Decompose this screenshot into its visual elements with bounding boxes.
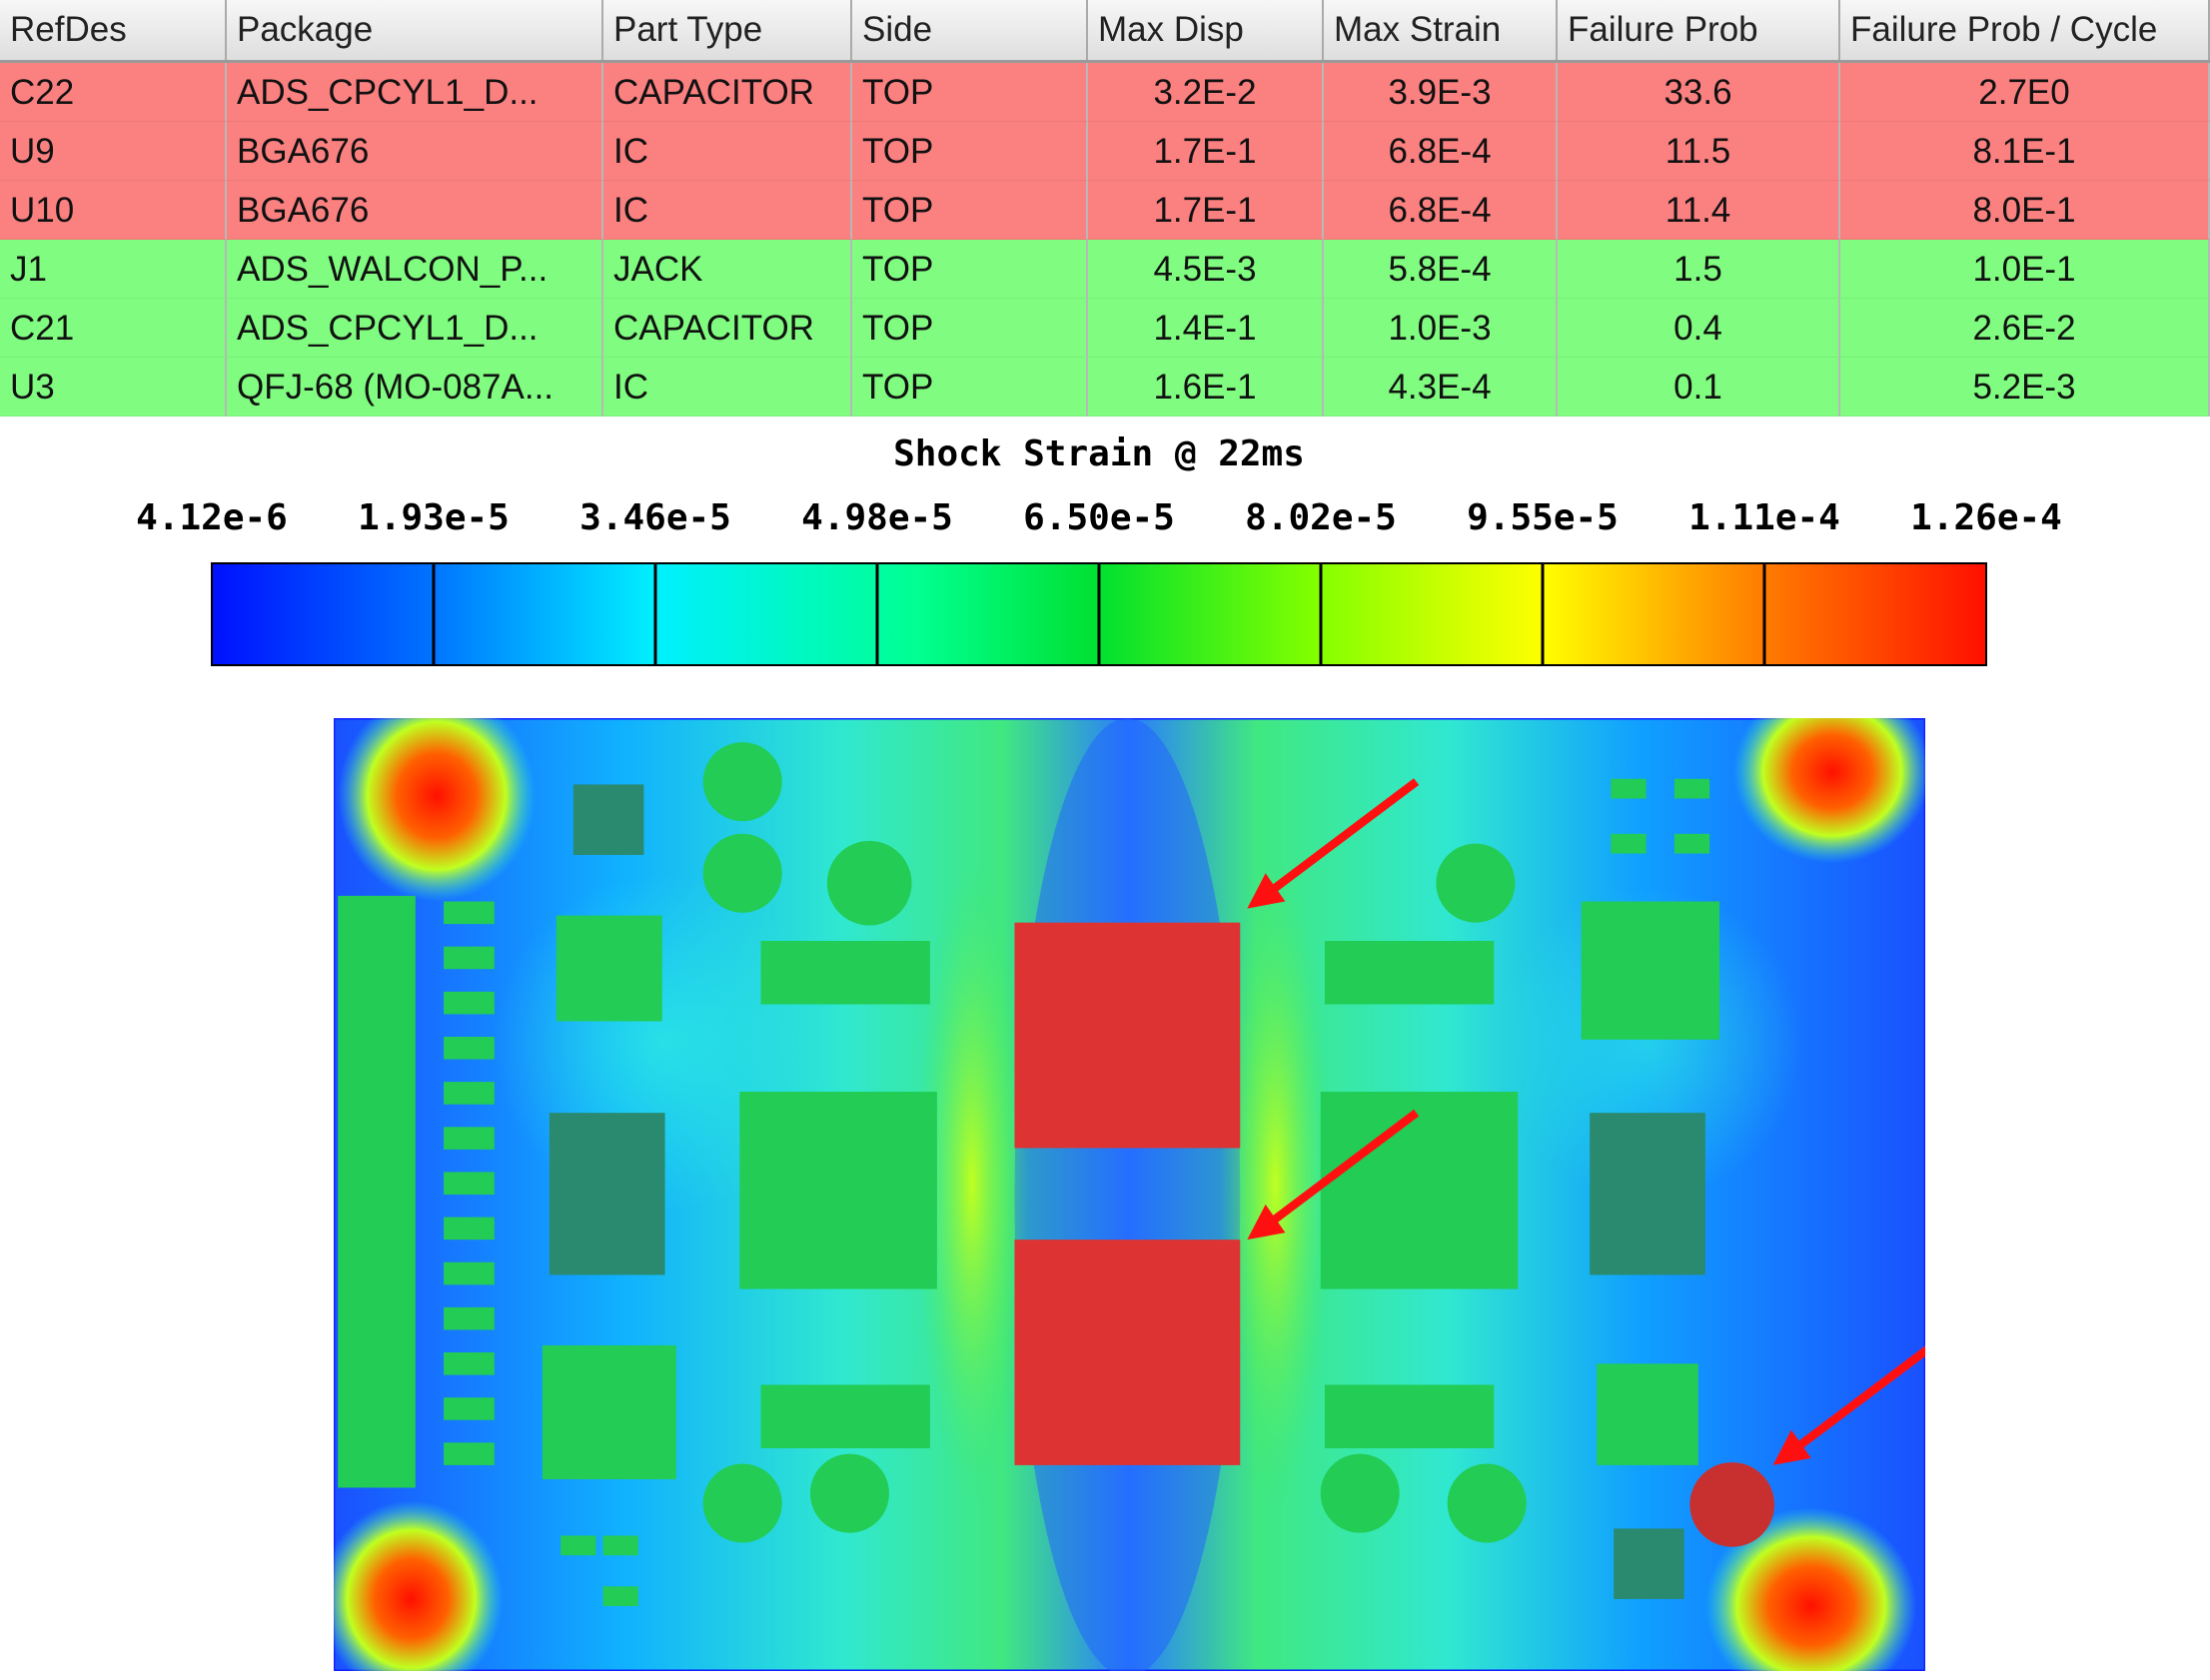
table-cell: 6.8E-4 <box>1324 181 1558 240</box>
table-row[interactable]: U9 BGA676 IC TOP 1.7E-1 6.8E-4 11.5 8.1E-1 <box>0 122 2210 181</box>
table-cell: 4.3E-4 <box>1324 358 1558 417</box>
table-cell: TOP <box>852 240 1088 299</box>
table-cell: 1.7E-1 <box>1088 181 1324 240</box>
legend-tick-label: 6.50e-5 <box>1023 497 1175 538</box>
legend-tick-label: 1.93e-5 <box>358 497 510 538</box>
legend-tick-label: 1.11e-4 <box>1688 497 1840 538</box>
legend-tick-label: 1.26e-4 <box>1910 497 2062 538</box>
legend-tick-label: 4.98e-5 <box>801 497 953 538</box>
table-cell: C22 <box>0 63 227 122</box>
table-cell: QFJ-68 (MO-087A... <box>227 358 603 417</box>
column-header[interactable]: Failure Prob / Cycle <box>1840 0 2210 60</box>
table-cell: U9 <box>0 122 227 181</box>
table-cell: 1.6E-1 <box>1088 358 1324 417</box>
arrows <box>1247 778 1925 1465</box>
table-cell: IC <box>603 122 852 181</box>
column-header[interactable]: Package <box>227 0 603 60</box>
table-cell: BGA676 <box>227 122 603 181</box>
table-cell: C21 <box>0 299 227 358</box>
table-cell: 1.0E-1 <box>1840 240 2210 299</box>
results-table: RefDes Package Part Type Side Max Disp Max St… <box>0 0 2210 417</box>
components <box>338 742 1719 1607</box>
table-cell: IC <box>603 358 852 417</box>
table-cell: 3.2E-2 <box>1088 63 1324 122</box>
table-cell: 0.4 <box>1558 299 1840 358</box>
table-cell: BGA676 <box>227 181 603 240</box>
strain-map <box>334 718 1925 1671</box>
table-row[interactable]: U10 BGA676 IC TOP 1.7E-1 6.8E-4 11.4 8.0E-1 <box>0 181 2210 240</box>
table-cell: 6.8E-4 <box>1324 122 1558 181</box>
table-cell: 1.4E-1 <box>1088 299 1324 358</box>
table-cell: 5.2E-3 <box>1840 358 2210 417</box>
table-cell: ADS_WALCON_P... <box>227 240 603 299</box>
column-header[interactable]: Part Type <box>603 0 852 60</box>
table-cell: 8.1E-1 <box>1840 122 2210 181</box>
table-row[interactable]: C22 ADS_CPCYL1_D... CAPACITOR TOP 3.2E-2 3.9E… <box>0 63 2210 122</box>
table-cell: TOP <box>852 122 1088 181</box>
critical-parts <box>1014 922 1775 1547</box>
color-legend: Shock Strain @ 22ms 4.12e-6 1.93e-5 3.46e-… <box>136 433 2062 666</box>
column-header[interactable]: Failure Prob <box>1558 0 1840 60</box>
table-cell: 5.8E-4 <box>1324 240 1558 299</box>
table-cell: TOP <box>852 299 1088 358</box>
table-cell: IC <box>603 181 852 240</box>
legend-tick-label: 8.02e-5 <box>1245 497 1397 538</box>
table-cell: TOP <box>852 63 1088 122</box>
legend-tick-label: 4.12e-6 <box>136 497 288 538</box>
table-cell: J1 <box>0 240 227 299</box>
table-cell: 1.5 <box>1558 240 1840 299</box>
table-cell: 1.7E-1 <box>1088 122 1324 181</box>
column-header[interactable]: Max Disp <box>1088 0 1324 60</box>
table-cell: 8.0E-1 <box>1840 181 2210 240</box>
table-cell: TOP <box>852 358 1088 417</box>
legend-tick-label: 3.46e-5 <box>579 497 731 538</box>
table-cell: 3.9E-3 <box>1324 63 1558 122</box>
legend-tick-label: 9.55e-5 <box>1467 497 1619 538</box>
table-cell: 11.5 <box>1558 122 1840 181</box>
table-cell: CAPACITOR <box>603 63 852 122</box>
table-cell: U3 <box>0 358 227 417</box>
table-row[interactable]: J1 ADS_WALCON_P... JACK TOP 4.5E-3 5.8E-4 1.5 1… <box>0 240 2210 299</box>
table-cell: 0.1 <box>1558 358 1840 417</box>
table-cell: 1.0E-3 <box>1324 299 1558 358</box>
packages <box>549 784 1705 1599</box>
table-cell: 4.5E-3 <box>1088 240 1324 299</box>
header-row: RefDes Package Part Type Side Max Disp Max St… <box>0 0 2210 63</box>
table-row[interactable]: C21 ADS_CPCYL1_D... CAPACITOR TOP 1.4E-1 1.0E… <box>0 299 2210 358</box>
column-header[interactable]: Max Strain <box>1324 0 1558 60</box>
table-cell: ADS_CPCYL1_D... <box>227 63 603 122</box>
table-cell: 2.7E0 <box>1840 63 2210 122</box>
table-cell: 2.6E-2 <box>1840 299 2210 358</box>
table-cell: JACK <box>603 240 852 299</box>
table-cell: ADS_CPCYL1_D... <box>227 299 603 358</box>
table-cell: U10 <box>0 181 227 240</box>
column-header[interactable]: RefDes <box>0 0 227 60</box>
table-cell: 11.4 <box>1558 181 1840 240</box>
table-row[interactable]: U3 QFJ-68 (MO-087A... IC TOP 1.6E-1 4.3E-4 0.1… <box>0 358 2210 417</box>
legend-title: Shock Strain @ 22ms <box>893 433 1305 474</box>
column-header[interactable]: Side <box>852 0 1088 60</box>
table-cell: CAPACITOR <box>603 299 852 358</box>
table-cell: TOP <box>852 181 1088 240</box>
table-cell: 33.6 <box>1558 63 1840 122</box>
